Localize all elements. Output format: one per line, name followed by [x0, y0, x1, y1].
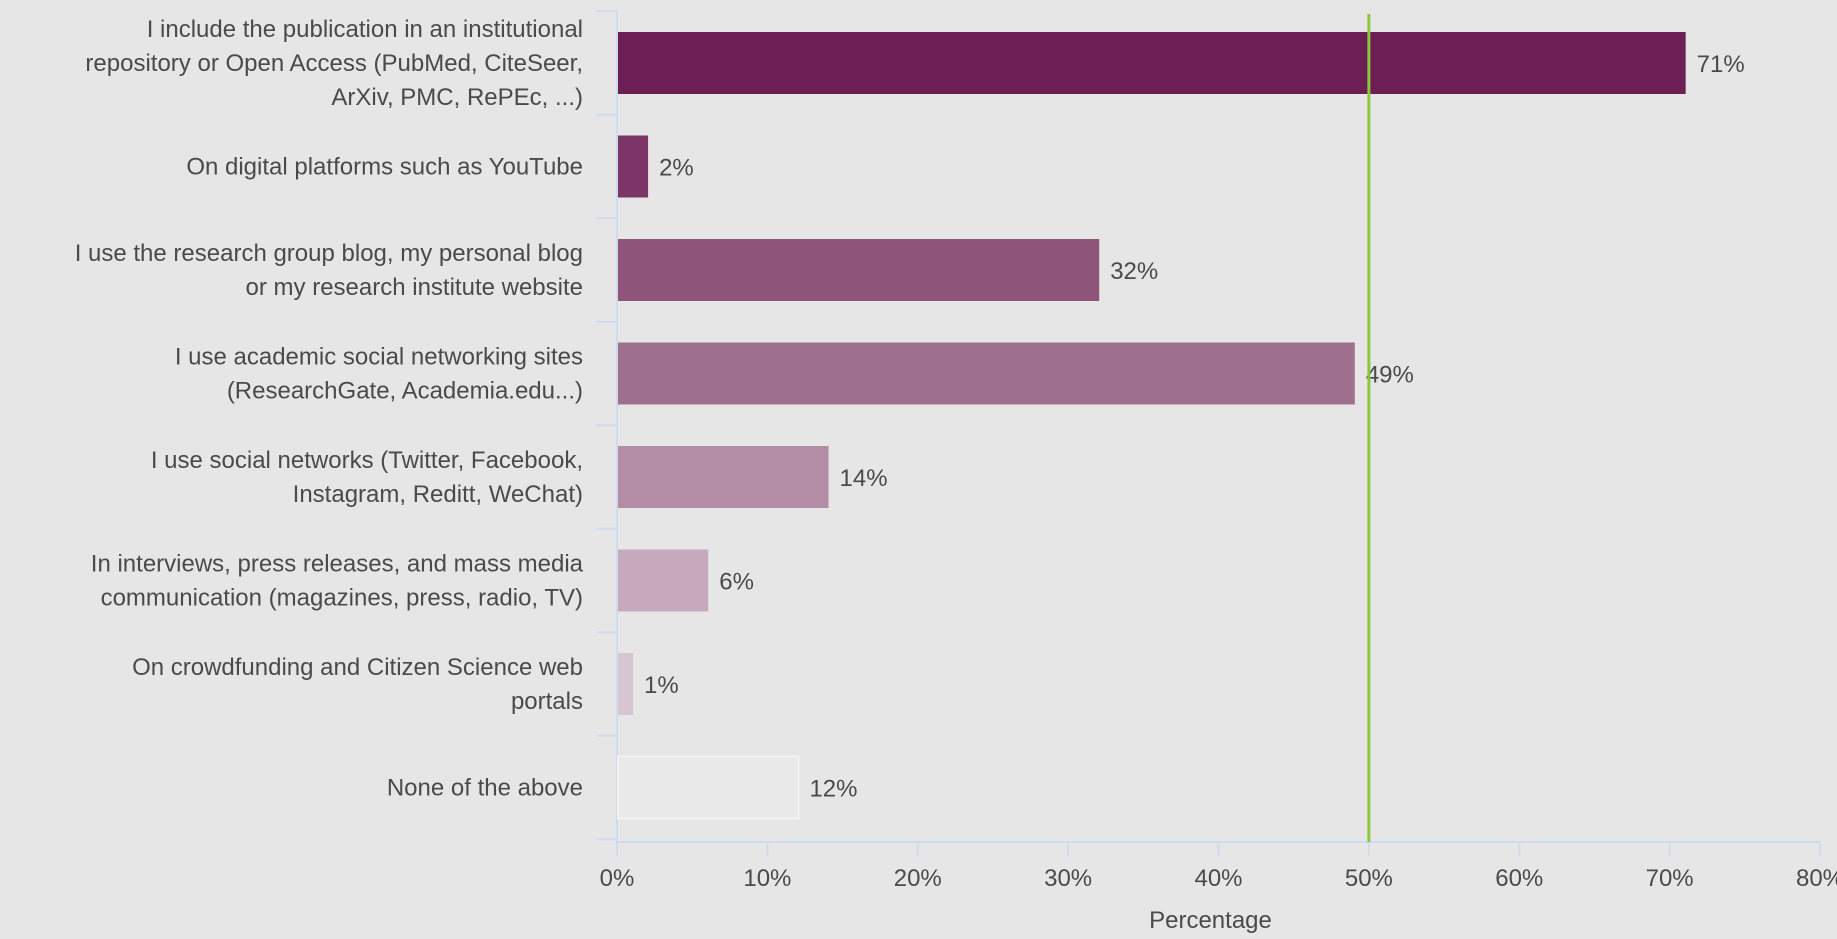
- bar: [618, 342, 1355, 405]
- bar: [618, 446, 829, 508]
- category-label-line: I use the research group blog, my person…: [75, 240, 583, 267]
- category-label-line: I include the publication in an institut…: [147, 16, 583, 43]
- category-label-line: On digital platforms such as YouTube: [186, 154, 583, 181]
- category-label: I use social networks (Twitter, Facebook…: [151, 447, 583, 508]
- bar-value-label: 6%: [719, 569, 754, 596]
- category-label-line: ArXiv, PMC, RePEc, ...): [331, 84, 583, 111]
- category-label-line: or my research institute website: [246, 274, 583, 301]
- category-label: I include the publication in an institut…: [85, 16, 583, 111]
- x-tick-label: 60%: [1495, 865, 1543, 892]
- bar-value-label: 71%: [1697, 51, 1745, 78]
- x-tick-label: 80%: [1796, 865, 1837, 892]
- x-tick-label: 30%: [1044, 865, 1092, 892]
- category-label: On crowdfunding and Citizen Science web p…: [132, 654, 583, 715]
- x-axis-title: Percentage: [1149, 907, 1272, 934]
- category-label-line: On crowdfunding and Citizen Science web: [132, 654, 583, 681]
- category-label: I use the research group blog, my person…: [75, 240, 583, 301]
- bar: [618, 32, 1686, 94]
- category-label-line: Instagram, Reditt, WeChat): [293, 481, 583, 508]
- category-label: In interviews, press releases, and mass …: [91, 551, 584, 612]
- category-label-line: In interviews, press releases, and mass …: [91, 551, 584, 578]
- bar-value-label: 14%: [840, 465, 888, 492]
- x-tick-label: 0%: [600, 865, 635, 892]
- x-tick-label: 20%: [894, 865, 942, 892]
- category-label-line: communication (magazines, press, radio, …: [101, 585, 583, 612]
- bar-value-label: 1%: [644, 672, 679, 699]
- category-label-line: portals: [511, 688, 583, 715]
- x-tick-label: 50%: [1345, 865, 1393, 892]
- bar-value-label: 32%: [1110, 258, 1158, 285]
- bar-value-label: 49%: [1366, 362, 1414, 389]
- category-label-line: repository or Open Access (PubMed, CiteS…: [85, 50, 583, 77]
- bar: [618, 239, 1100, 301]
- bar-value-label: 2%: [659, 155, 694, 182]
- category-label-line: None of the above: [387, 775, 583, 802]
- category-label: On digital platforms such as YouTube: [186, 154, 583, 181]
- bar: [618, 653, 634, 715]
- category-label: None of the above: [387, 775, 583, 802]
- category-label: I use academic social networking sites (R…: [175, 344, 583, 405]
- x-tick-label: 10%: [743, 865, 791, 892]
- bar-value-label: 12%: [809, 776, 857, 803]
- category-label-line: I use academic social networking sites: [175, 344, 583, 371]
- bar: [617, 755, 800, 820]
- x-tick-label: 40%: [1194, 865, 1242, 892]
- x-tick-label: 70%: [1646, 865, 1694, 892]
- bar: [618, 549, 709, 612]
- category-label-line: I use social networks (Twitter, Facebook…: [151, 447, 583, 474]
- category-label-line: (ResearchGate, Academia.edu...): [227, 378, 583, 405]
- bar: [618, 135, 649, 198]
